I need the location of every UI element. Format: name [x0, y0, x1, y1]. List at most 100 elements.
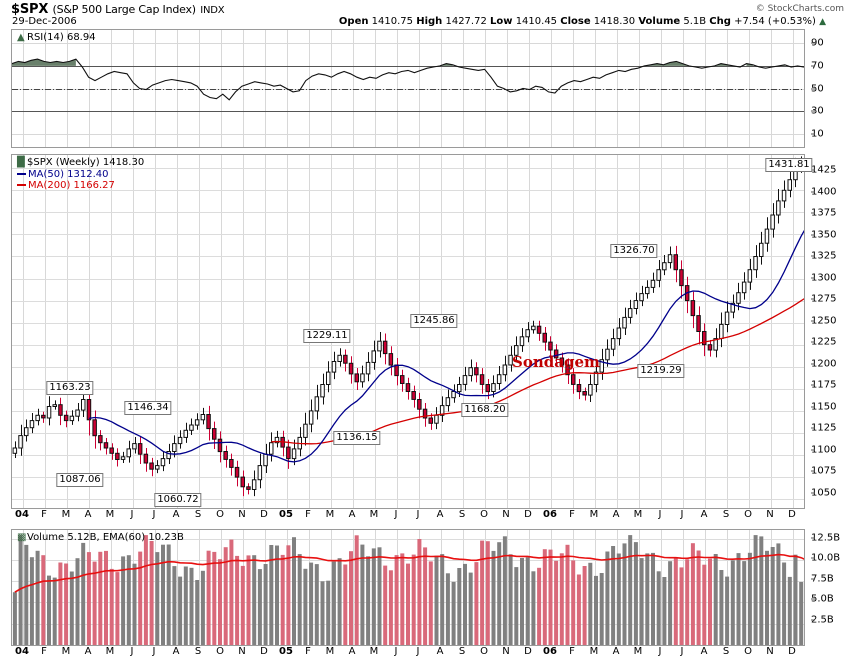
x-axis-label: F	[41, 509, 47, 520]
axis-label: 1375	[811, 207, 837, 219]
x-axis-label: N	[766, 509, 774, 520]
x-axis-label: F	[569, 646, 575, 657]
x-axis-label: J	[394, 509, 398, 520]
axis-tick	[811, 406, 815, 408]
up-triangle-icon: ▲	[819, 17, 826, 27]
rsi-plot	[12, 30, 804, 147]
x-axis-label: N	[502, 646, 510, 657]
price-annotation: 1245.86	[410, 314, 458, 328]
x-axis-label: O	[480, 646, 488, 657]
x-axis-label: F	[305, 509, 311, 520]
x-axis-label: D	[524, 509, 532, 520]
x-axis-label: N	[238, 646, 246, 657]
volume-y-axis: 12.5B 10.0B 7.5B 5.0B 2.5B	[805, 529, 850, 646]
axis-label: 1175	[811, 379, 837, 391]
volume-label: Volume	[638, 16, 681, 27]
x-axis-label: M	[105, 646, 115, 657]
x-axis-volume: 04 F M A M J J A S O N D 05 F M A M J J A S O N D 06 F M A M J J A S O N D	[11, 646, 805, 664]
price-legend-ma50: MA(50) 1312.40	[28, 168, 109, 180]
x-axis-label: D	[260, 509, 268, 520]
price-legend-main: $SPX (Weekly) 1418.30	[27, 157, 145, 168]
axis-label: 1350	[811, 229, 837, 241]
x-axis-label: S	[458, 509, 466, 520]
axis-tick	[811, 133, 815, 135]
x-axis-label: S	[194, 646, 202, 657]
x-axis-label: D	[260, 646, 268, 657]
axis-label: 1300	[811, 272, 837, 284]
axis-tick	[811, 110, 815, 112]
x-axis-label: J	[416, 509, 420, 520]
x-axis-label: A	[612, 509, 620, 520]
price-annotation: 1060.72	[154, 493, 202, 507]
axis-label: 1200	[811, 358, 837, 370]
axis-tick	[811, 598, 815, 600]
x-axis-label: O	[744, 646, 752, 657]
x-axis-label: A	[612, 646, 620, 657]
axis-tick	[811, 578, 815, 580]
price-chart-svg	[12, 155, 804, 508]
axis-label: 1125	[811, 422, 837, 434]
axis-label: 1100	[811, 444, 837, 456]
x-axis-label: J	[416, 646, 420, 657]
x-axis-label: 04	[15, 646, 29, 657]
x-axis-label: J	[152, 646, 156, 657]
x-axis-main: 04 F M A M J J A S O N D 05 F M A M J J A S O N D 06 F M A M J J A S O N D	[11, 509, 805, 527]
price-annotation: 1087.06	[56, 473, 104, 487]
x-axis-label: M	[589, 509, 599, 520]
x-axis-label: J	[130, 646, 134, 657]
symbol-fullname: (S&P 500 Large Cap Index)	[52, 3, 197, 16]
x-axis-label: M	[61, 509, 71, 520]
axis-label: 1400	[811, 186, 837, 197]
volume-legend: ▩Volume 5.12B, EMA(60) 10.23B	[17, 532, 184, 544]
x-axis-label: O	[216, 509, 224, 520]
x-axis-label: S	[722, 646, 730, 657]
axis-tick	[811, 341, 815, 343]
price-annotation: 1326.70	[610, 244, 658, 258]
axis-tick	[811, 320, 815, 322]
x-axis-label: N	[766, 646, 774, 657]
high-label: High	[416, 16, 443, 27]
volume-bars-icon: ▩	[17, 532, 27, 543]
x-axis-label: J	[152, 509, 156, 520]
candlestick-icon: █	[17, 157, 25, 168]
low-label: Low	[490, 16, 513, 27]
quote-date: 29-Dec-2006	[12, 16, 77, 27]
axis-label: 2.5B	[811, 614, 834, 626]
axis-tick	[811, 88, 815, 90]
x-axis-label: M	[369, 509, 379, 520]
x-axis-label: A	[700, 509, 708, 520]
price-annotation: 1146.34	[124, 401, 172, 415]
rsi-legend: ▲ RSI(14) 68.94	[17, 32, 96, 44]
stockcharts-watermark: © StockCharts.com	[755, 4, 844, 14]
price-legend: █ $SPX (Weekly) 1418.30 MA(50) 1312.40 MA…	[17, 157, 144, 192]
x-axis-label: J	[658, 646, 662, 657]
axis-tick	[811, 65, 815, 67]
x-axis-label: S	[194, 509, 202, 520]
axis-label: 1325	[811, 250, 837, 262]
axis-label: 12.5B	[811, 532, 841, 544]
axis-label: 1075	[811, 465, 837, 477]
price-annotation: 1229.11	[303, 329, 351, 343]
x-axis-label: N	[238, 509, 246, 520]
axis-tick	[811, 277, 815, 279]
x-axis-label: F	[41, 646, 47, 657]
x-axis-label: O	[216, 646, 224, 657]
axis-tick	[811, 449, 815, 451]
axis-label: 1050	[811, 487, 837, 499]
chg-label: Chg	[709, 16, 731, 27]
price-annotation: 1219.29	[637, 364, 685, 378]
axis-tick	[811, 384, 815, 386]
axis-label: 10.0B	[811, 552, 841, 564]
axis-tick	[811, 427, 815, 429]
ma50-swatch-icon	[17, 172, 26, 175]
x-axis-label: D	[788, 646, 796, 657]
axis-tick	[811, 255, 815, 257]
low-value: 1410.45	[515, 16, 558, 27]
x-axis-label: A	[348, 646, 356, 657]
axis-label: 1275	[811, 293, 837, 305]
symbol-ticker: $SPX	[11, 2, 49, 17]
x-axis-label: A	[436, 646, 444, 657]
x-axis-label: S	[722, 509, 730, 520]
x-axis-label: A	[348, 509, 356, 520]
x-axis-label: J	[130, 509, 134, 520]
